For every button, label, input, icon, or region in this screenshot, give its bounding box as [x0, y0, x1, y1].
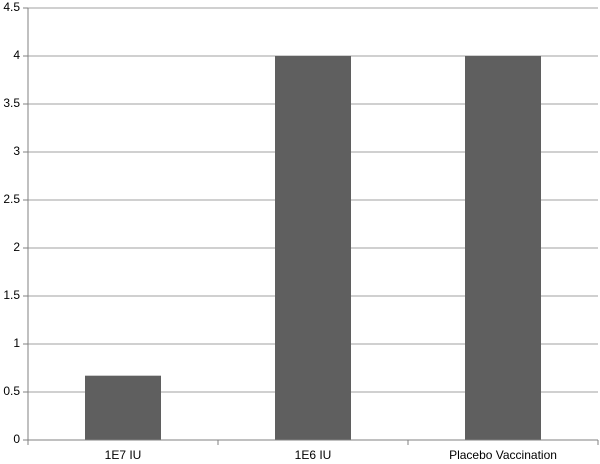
bar — [465, 56, 541, 440]
bar — [275, 56, 351, 440]
y-tick-label: 3 — [13, 144, 20, 158]
y-tick-label: 2 — [13, 240, 20, 254]
x-tick-label: Placebo Vaccination — [449, 448, 557, 462]
y-tick-label: 2.5 — [3, 192, 20, 206]
y-tick-label: 4 — [13, 48, 20, 62]
y-tick-label: 4.5 — [3, 0, 20, 14]
bar — [85, 375, 161, 440]
x-tick-label: 1E6 IU — [295, 448, 332, 462]
y-tick-label: 0.5 — [3, 384, 20, 398]
y-tick-label: 1.5 — [3, 288, 20, 302]
y-tick-label: 0 — [13, 432, 20, 446]
y-tick-label: 1 — [13, 336, 20, 350]
y-tick-label: 3.5 — [3, 96, 20, 110]
x-tick-label: 1E7 IU — [105, 448, 142, 462]
